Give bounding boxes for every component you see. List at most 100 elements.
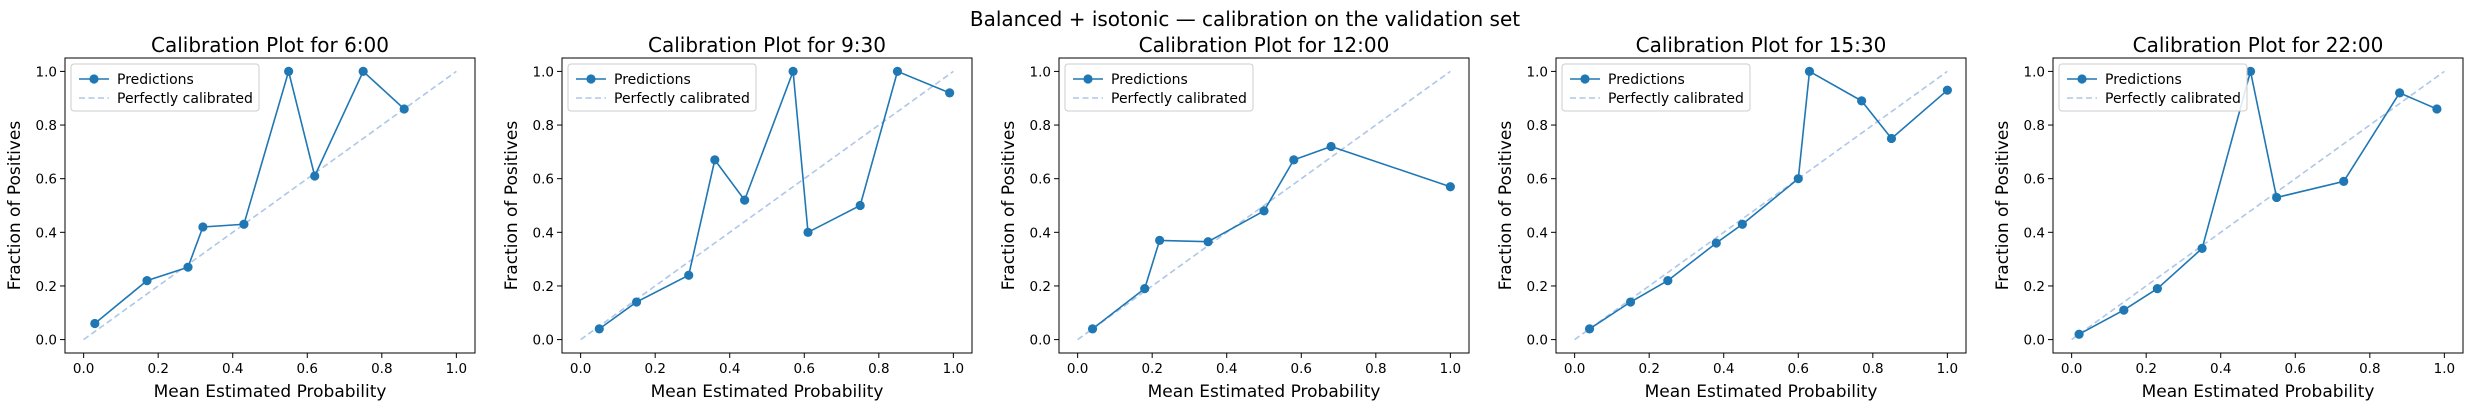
x-tick-label: 0.4: [719, 361, 740, 377]
x-tick-label: 0.2: [147, 361, 168, 377]
x-tick-label: 0.6: [297, 361, 318, 377]
x-tick-label: 1.0: [1440, 361, 1461, 377]
x-tick-label: 0.8: [868, 361, 889, 377]
prediction-point: [183, 262, 193, 272]
y-tick-label: 0.4: [2024, 225, 2045, 241]
prediction-point: [788, 66, 798, 77]
x-tick-label: 0.4: [1713, 361, 1734, 377]
legend-box: [1561, 63, 1751, 112]
legend-box: [2058, 63, 2248, 112]
prediction-point: [855, 200, 865, 211]
prediction-point: [284, 66, 294, 77]
predictions-line: [598, 70, 950, 330]
legend-perfect-label: Perfectly calibrated: [614, 91, 750, 107]
x-axis-label: Mean Estimated Probability: [1148, 382, 1381, 402]
prediction-point: [710, 155, 720, 165]
x-tick-label: 0.0: [2061, 361, 2082, 377]
y-tick-label: 0.6: [2024, 172, 2045, 188]
y-tick-label: 0.4: [1527, 225, 1548, 241]
prediction-point: [1087, 324, 1098, 334]
perfect-calibration-line: [2071, 70, 2445, 341]
x-tick-label: 0.2: [1141, 361, 1162, 377]
subplot-title: Calibration Plot for 6:00: [151, 33, 389, 57]
prediction-point: [90, 318, 100, 329]
prediction-point: [2395, 88, 2405, 98]
axes-frame: [561, 57, 973, 354]
prediction-point: [2152, 284, 2162, 294]
prediction-point: [892, 66, 903, 77]
prediction-point: [310, 171, 320, 181]
x-tick-label: 0.2: [2135, 361, 2156, 377]
x-tick-label: 0.6: [2285, 361, 2306, 377]
y-tick-label: 0.0: [1527, 333, 1548, 349]
prediction-point: [945, 88, 955, 98]
y-axis-label: Fraction of Positives: [1496, 121, 1516, 291]
y-tick-label: 0.0: [2024, 333, 2045, 349]
y-tick-label: 0.6: [1030, 172, 1051, 188]
prediction-point: [1584, 324, 1595, 334]
y-tick-label: 0.6: [1527, 172, 1548, 188]
x-tick-label: 1.0: [943, 361, 964, 377]
figure-suptitle: Balanced + isotonic — calibration on the…: [970, 7, 1520, 31]
x-tick-label: 0.8: [1365, 361, 1386, 377]
subplot-title: Calibration Plot for 22:00: [2133, 33, 2384, 57]
prediction-point: [239, 219, 249, 229]
y-tick-label: 0.4: [1030, 225, 1051, 241]
y-tick-label: 0.2: [1527, 279, 1548, 295]
x-tick-label: 0.4: [1216, 361, 1237, 377]
subplot-5: Calibration Plot for 22:00 0.0 0.2 0.4 0.6 0.…: [1993, 33, 2464, 402]
y-tick-label: 1.0: [2024, 64, 2045, 80]
prediction-point: [1886, 133, 1897, 144]
legend-predictions-marker: [89, 74, 99, 84]
prediction-point: [1793, 174, 1803, 184]
y-tick-label: 0.6: [533, 172, 554, 188]
prediction-point: [1663, 275, 1673, 286]
x-tick-label: 0.8: [2359, 361, 2380, 377]
legend-box: [567, 63, 757, 112]
perfect-calibration-line: [83, 70, 457, 341]
x-axis-label: Mean Estimated Probability: [154, 382, 387, 402]
x-tick-label: 0.8: [371, 361, 392, 377]
subplot-title: Calibration Plot for 15:30: [1636, 33, 1887, 57]
prediction-point: [1140, 284, 1150, 294]
prediction-point: [594, 324, 604, 334]
y-tick-label: 0.2: [1030, 279, 1051, 295]
subplot-2: Calibration Plot for 9:30 0.0 0.2 0.4 0.6 0.8…: [502, 33, 973, 402]
x-tick-label: 1.0: [446, 361, 467, 377]
subplot-title: Calibration Plot for 9:30: [648, 33, 886, 57]
legend-perfect-label: Perfectly calibrated: [1111, 91, 1247, 107]
prediction-point: [1445, 182, 1455, 192]
legend-box: [70, 63, 260, 112]
subplot-3: Calibration Plot for 12:00 0.0 0.2 0.4 0.6 0.…: [999, 33, 1470, 402]
legend-predictions-label: Predictions: [1608, 72, 1685, 88]
legend: Predictions Perfectly calibrated: [1561, 63, 1751, 112]
axes-frame: [64, 57, 476, 354]
prediction-point: [1804, 66, 1815, 77]
subplot-1: Calibration Plot for 6:00 0.0 0.2 0.4 0.6 0.8…: [5, 33, 476, 402]
x-tick-label: 0.6: [1291, 361, 1312, 377]
x-tick-label: 0.0: [1564, 361, 1585, 377]
prediction-point: [740, 195, 750, 205]
legend-box: [1064, 63, 1254, 112]
x-tick-label: 0.2: [1638, 361, 1659, 377]
y-axis-label: Fraction of Positives: [502, 121, 522, 291]
legend-predictions-label: Predictions: [614, 72, 691, 88]
x-tick-label: 0.4: [2210, 361, 2231, 377]
perfect-calibration-line: [580, 70, 954, 341]
legend-predictions-label: Predictions: [1111, 72, 1188, 88]
y-tick-label: 0.8: [1527, 118, 1548, 134]
x-tick-label: 0.6: [1788, 361, 1809, 377]
prediction-point: [1326, 141, 1336, 152]
prediction-point: [684, 270, 694, 280]
axes-frame: [1555, 57, 1967, 354]
x-tick-label: 0.0: [570, 361, 591, 377]
y-axis-label: Fraction of Positives: [999, 121, 1019, 291]
prediction-point: [358, 66, 368, 77]
prediction-point: [2245, 66, 2256, 77]
predictions-line: [1589, 70, 1948, 330]
y-tick-label: 0.8: [2024, 118, 2045, 134]
x-tick-label: 0.2: [644, 361, 665, 377]
x-tick-label: 0.4: [222, 361, 243, 377]
y-tick-label: 1.0: [1030, 64, 1051, 80]
legend: Predictions Perfectly calibrated: [567, 63, 757, 112]
